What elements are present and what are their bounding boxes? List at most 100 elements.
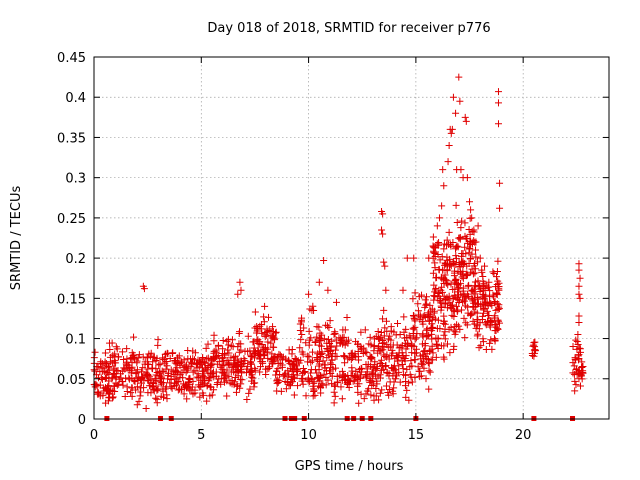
data-point (459, 274, 467, 282)
data-point (383, 368, 391, 376)
data-point (176, 373, 184, 381)
data-point (380, 306, 388, 314)
data-point (284, 373, 292, 381)
data-point (446, 241, 454, 249)
data-point (408, 362, 416, 370)
data-point (451, 323, 459, 331)
data-point (474, 258, 482, 266)
data-point (93, 382, 101, 390)
data-point (492, 323, 500, 331)
data-point (108, 375, 116, 383)
data-point (186, 355, 194, 363)
data-point (441, 271, 449, 279)
data-point (311, 391, 319, 399)
data-point (237, 346, 245, 354)
data-point (395, 349, 403, 357)
data-point (470, 226, 478, 234)
data-point (219, 368, 227, 376)
data-point (243, 365, 251, 373)
data-point (444, 296, 452, 304)
data-point (235, 340, 243, 348)
data-point (373, 364, 381, 372)
data-point (378, 386, 386, 394)
data-point (319, 357, 327, 365)
data-point (476, 319, 484, 327)
data-point (339, 326, 347, 334)
data-point (434, 290, 442, 298)
data-point (256, 355, 264, 363)
data-point (224, 335, 232, 343)
data-point (106, 353, 114, 361)
data-point (472, 246, 480, 254)
data-point (319, 381, 327, 389)
data-point (204, 340, 212, 348)
data-point (577, 371, 585, 379)
data-point (441, 335, 449, 343)
data-point (215, 375, 223, 383)
data-point (380, 351, 388, 359)
data-point (291, 362, 299, 370)
data-point (173, 367, 181, 375)
data-point (163, 395, 171, 403)
data-point (486, 287, 494, 295)
data-point (251, 308, 259, 316)
data-point (265, 326, 273, 334)
data-point (156, 360, 164, 368)
data-point (138, 373, 146, 381)
data-point (440, 342, 448, 350)
data-point (337, 383, 345, 391)
data-point (251, 379, 259, 387)
data-point (197, 376, 205, 384)
data-point (136, 392, 144, 400)
data-point (367, 354, 375, 362)
data-point (133, 374, 141, 382)
data-point (189, 347, 197, 355)
data-point (434, 251, 442, 259)
data-point (250, 344, 258, 352)
data-point (486, 339, 494, 347)
data-point (575, 312, 583, 320)
data-point (432, 353, 440, 361)
data-point (409, 324, 417, 332)
data-point (130, 333, 138, 341)
data-point (440, 245, 448, 253)
data-point (387, 336, 395, 344)
data-point (203, 366, 211, 374)
data-point (473, 293, 481, 301)
data-point (440, 276, 448, 284)
data-point (203, 355, 211, 363)
data-point (264, 338, 272, 346)
data-point (425, 367, 433, 375)
data-point (106, 393, 114, 401)
data-point (572, 336, 580, 344)
data-point (495, 305, 503, 313)
data-point (266, 363, 274, 371)
data-point (321, 364, 329, 372)
data-point (570, 370, 578, 378)
data-point (402, 371, 410, 379)
data-point (222, 374, 230, 382)
data-point (421, 342, 429, 350)
data-point (456, 235, 464, 243)
data-point (438, 202, 446, 210)
data-point (259, 359, 267, 367)
data-point (357, 346, 365, 354)
y-tick-label: 0.25 (57, 212, 86, 227)
plot-frame (93, 56, 610, 420)
data-point (191, 356, 199, 364)
data-point (575, 260, 583, 268)
data-point (443, 304, 451, 312)
data-point (281, 378, 289, 386)
data-point (575, 318, 583, 326)
data-point (166, 355, 174, 363)
data-point (308, 306, 316, 314)
data-point (315, 362, 323, 370)
data-point (183, 395, 191, 403)
data-point (417, 372, 425, 380)
data-point (349, 372, 357, 380)
data-point (132, 370, 140, 378)
data-point (290, 391, 298, 399)
data-point (473, 322, 481, 330)
data-point (320, 370, 328, 378)
data-point (468, 287, 476, 295)
